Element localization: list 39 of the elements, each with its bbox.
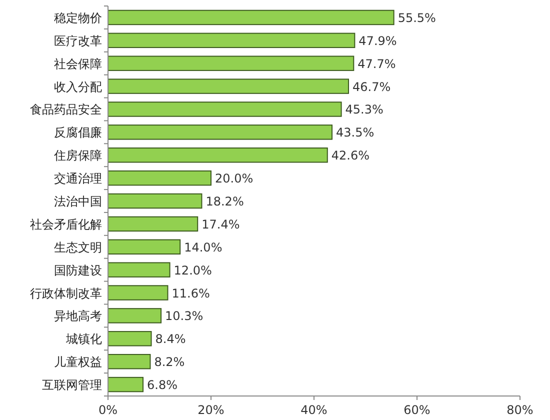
data-label: 42.6% (331, 148, 370, 163)
y-tick-label: 住房保障 (53, 148, 102, 163)
data-label: 43.5% (336, 126, 374, 140)
y-tick-label: 社会保障 (54, 56, 102, 71)
y-tick-label: 收入分配 (54, 80, 102, 94)
data-label: 6.8% (147, 378, 178, 392)
x-tick-label: 60% (404, 403, 430, 417)
y-tick-label: 交通治理 (54, 172, 102, 186)
y-tick-label: 医疗改革 (54, 34, 102, 48)
x-tick-label: 0% (98, 403, 118, 417)
y-tick-label: 行政体制改革 (30, 286, 102, 300)
x-tick-label: 20% (198, 403, 224, 417)
data-label: 8.2% (154, 355, 185, 370)
y-tick-label: 稳定物价 (54, 10, 102, 25)
y-tick-label: 法治中国 (54, 194, 102, 208)
data-label: 20.0% (215, 172, 254, 186)
y-tick-label: 国防建设 (54, 263, 102, 278)
data-label: 8.4% (155, 332, 186, 346)
data-label: 12.0% (174, 263, 212, 278)
y-tick-label: 社会矛盾化解 (30, 217, 102, 232)
y-tick-label: 食品药品安全 (30, 102, 102, 117)
data-label: 17.4% (202, 217, 240, 232)
y-tick-label: 生态文明 (54, 240, 102, 254)
data-label: 46.7% (352, 80, 391, 94)
data-label: 10.3% (165, 309, 204, 324)
y-tick-label: 异地高考 (54, 309, 102, 324)
data-label: 45.3% (345, 102, 384, 117)
x-tick-label: 80% (506, 403, 534, 417)
data-label: 55.5% (398, 10, 436, 25)
y-tick-label: 儿童权益 (54, 355, 102, 370)
data-label: 14.0% (184, 240, 222, 254)
y-tick-label: 互联网管理 (42, 378, 102, 392)
x-tick-label: 40% (300, 403, 328, 417)
data-label: 11.6% (172, 286, 210, 300)
data-label: 47.9% (358, 34, 397, 48)
y-tick-label: 反腐倡廉 (54, 126, 102, 140)
y-tick-label: 城镇化 (65, 332, 102, 346)
data-label: 18.2% (206, 194, 244, 208)
data-label: 47.7% (358, 56, 396, 71)
